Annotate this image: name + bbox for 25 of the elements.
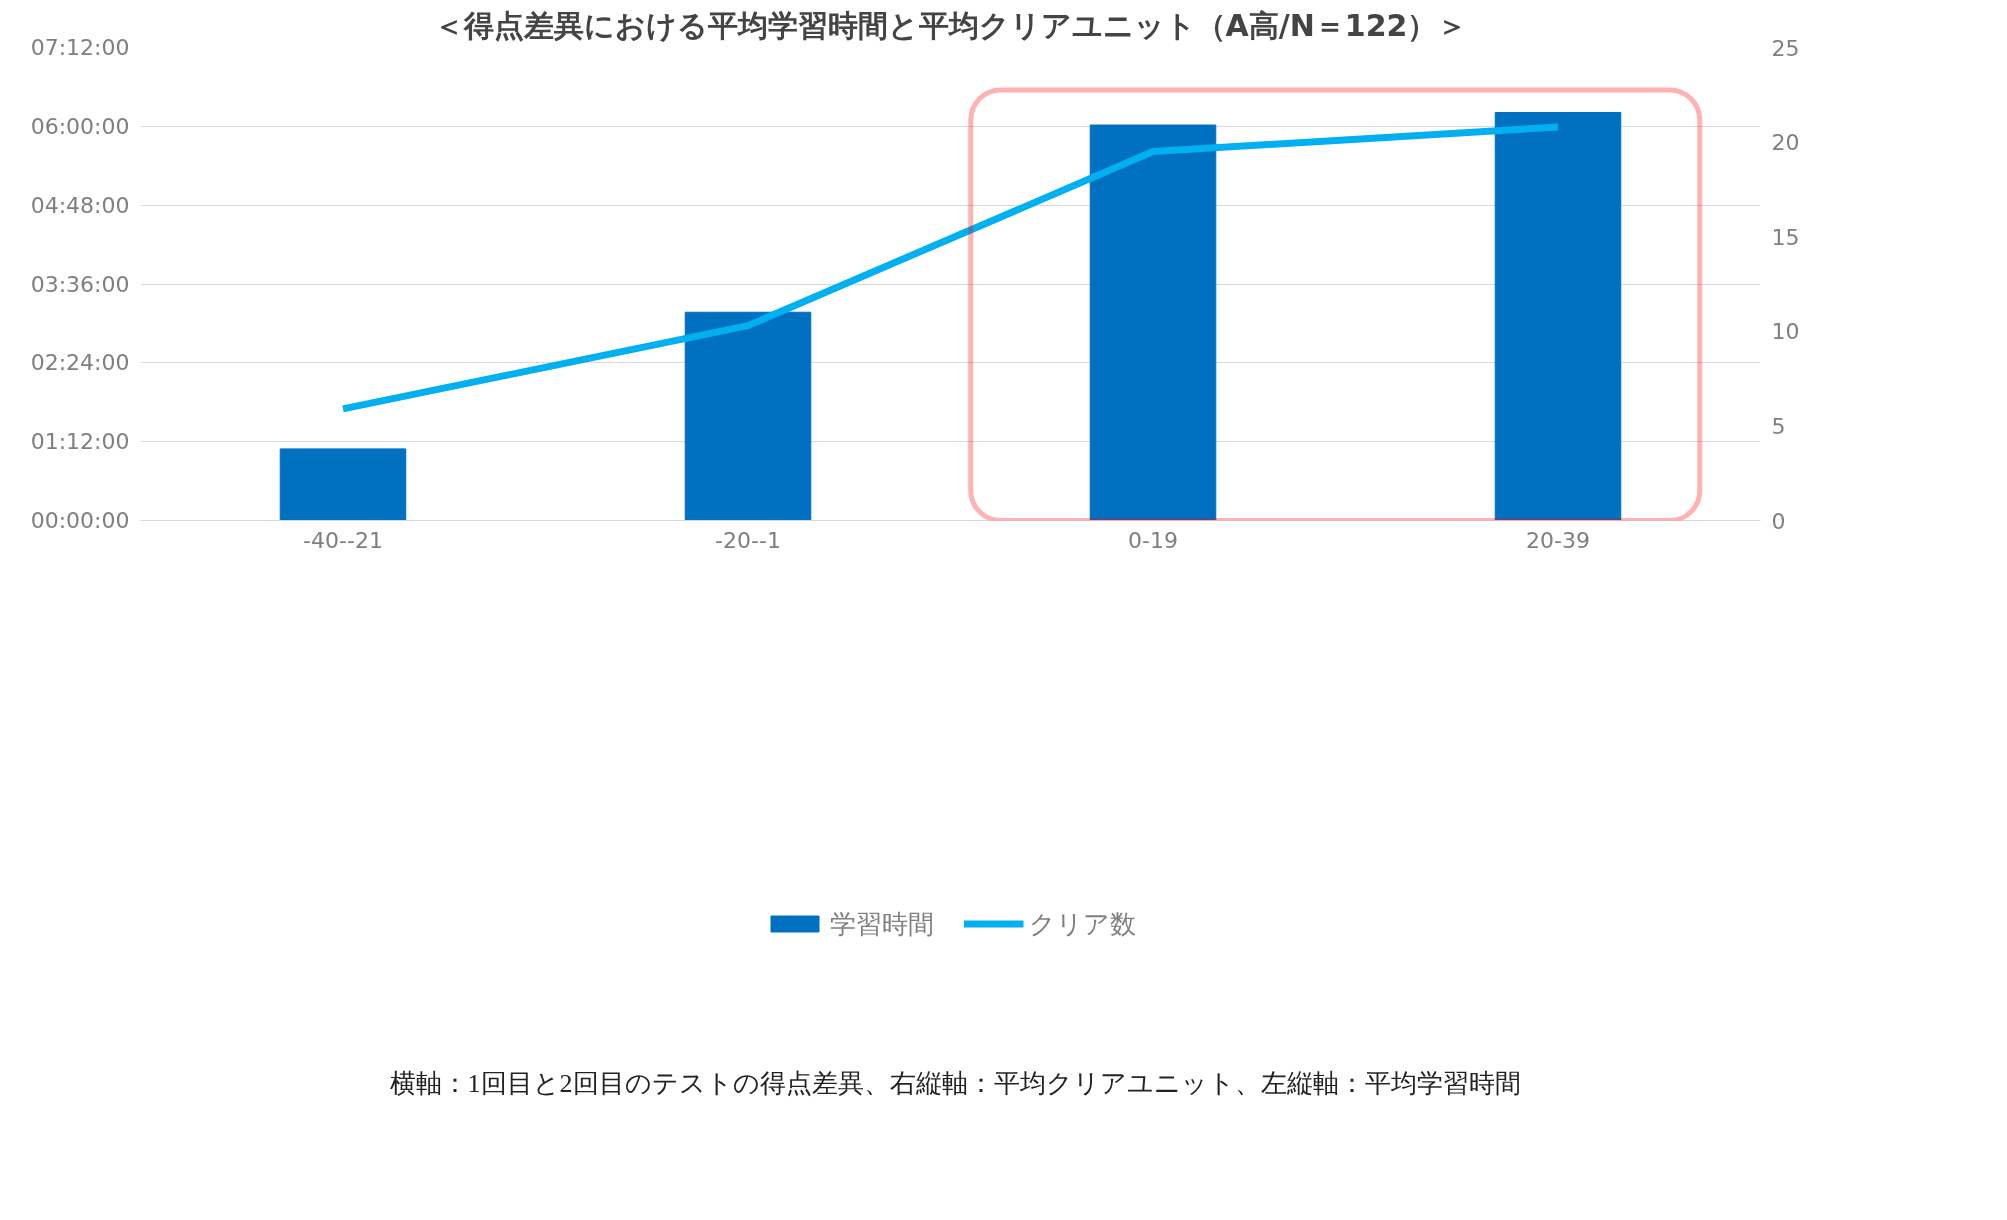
y2-tick-label: 10 — [1771, 319, 1800, 345]
y-tick-label: 00:00:00 — [30, 508, 130, 533]
bar — [1089, 124, 1217, 521]
bar — [1494, 112, 1622, 521]
y-tick-label: 07:12:00 — [30, 35, 130, 60]
y2-tick-label: 20 — [1771, 130, 1800, 156]
x-tick-label: -40--21 — [303, 527, 383, 553]
y2-tick-label: 25 — [1771, 35, 1800, 61]
y2-tick-label: 15 — [1771, 224, 1800, 250]
legend-label: 学習時間 — [829, 907, 934, 941]
y-tick-label: 01:12:00 — [30, 429, 130, 455]
legend-label: クリア数 — [1028, 907, 1136, 941]
y2-tick-label: 0 — [1771, 508, 1786, 534]
x-tick-label: -20--1 — [715, 527, 781, 553]
y2-tick-label: 5 — [1771, 413, 1786, 439]
bar — [684, 311, 812, 521]
y-tick-label: 03:36:00 — [30, 271, 130, 297]
x-tick-label: 20-39 — [1526, 527, 1590, 553]
y-tick-label: 04:48:00 — [30, 192, 130, 218]
y-tick-label: 06:00:00 — [30, 113, 130, 139]
y-tick-label: 02:24:00 — [30, 350, 130, 376]
text: 横軸：1回目と2回目のテストの得点差異、右縦軸：平均クリアユニット、左縦軸：平均学習時間 — [389, 1068, 1521, 1100]
chart-title: ＜得点差異における平均学習時間と平均クリアユニット（A高/N＝122）＞ — [433, 7, 1468, 43]
bar — [279, 448, 407, 521]
x-tick-label: 0-19 — [1128, 527, 1178, 553]
